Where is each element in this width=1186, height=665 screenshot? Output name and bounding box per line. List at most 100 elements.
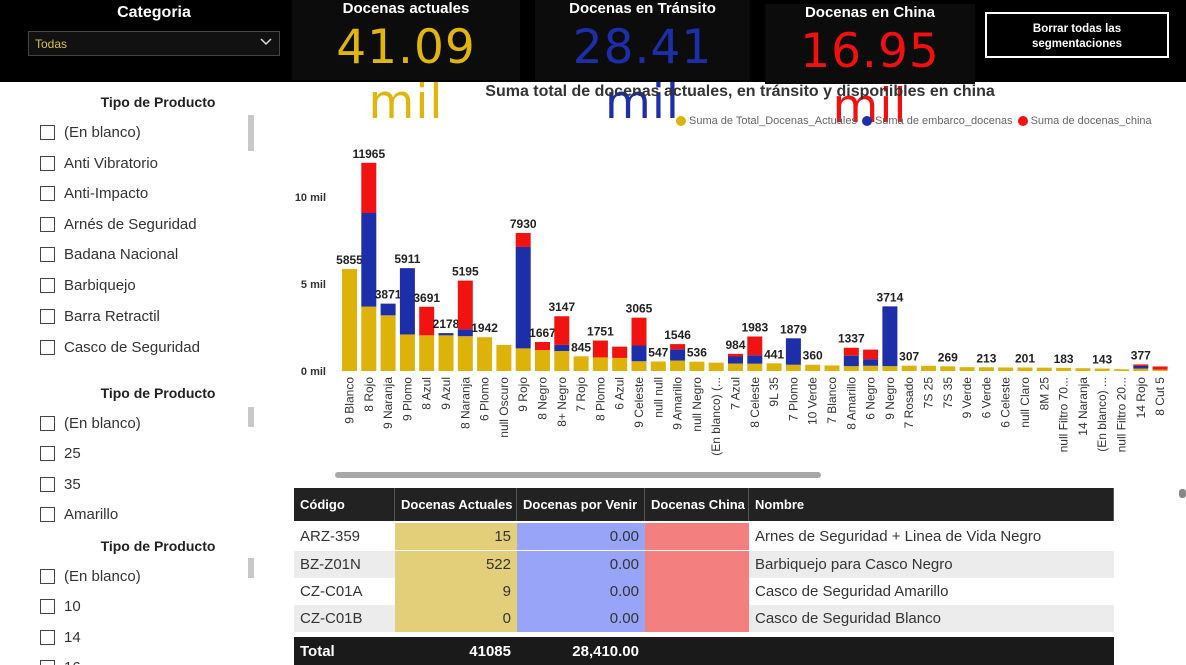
checkbox[interactable]	[40, 415, 55, 431]
column-header[interactable]: Docenas Actuales	[395, 488, 517, 521]
clear-slicers-button[interactable]: Borrar todas las segmentaciones	[985, 12, 1169, 58]
cell-actuales: 9	[395, 578, 517, 605]
slicer-item[interactable]: Badana Nacional	[40, 243, 178, 265]
table-row[interactable]: CZ-C01A 9 0.00 Casco de Seguridad Amarillo	[294, 578, 1114, 605]
checkbox[interactable]	[40, 506, 55, 522]
slicer-item[interactable]: Anti-Impacto	[40, 182, 148, 204]
x-category-label: null null	[651, 377, 665, 418]
bar-data-label: 307	[899, 350, 919, 364]
checkbox[interactable]	[40, 476, 55, 492]
bar-segment	[670, 360, 686, 371]
bar-segment	[689, 361, 705, 371]
cell-actuales: 0	[395, 605, 517, 632]
slicer-item[interactable]: 16	[40, 656, 81, 665]
checkbox[interactable]	[40, 339, 55, 355]
x-category-label: null Filtro 70...	[1057, 377, 1071, 452]
chart-legend: Suma de Total_Docenas_Actuales Suma de e…	[676, 115, 1157, 127]
slicer-scrollbar[interactable]	[248, 407, 254, 427]
x-category-label: 8M 25	[1037, 377, 1051, 411]
x-category-label: 14 Rojo	[1134, 377, 1148, 419]
slicer-item[interactable]: Amarillo	[40, 503, 118, 525]
kpi-title: Docenas en China	[804, 4, 936, 21]
table-total-row[interactable]: Total 41085 28,410.00	[294, 637, 1114, 665]
slicer-item[interactable]: Barbiquejo	[40, 274, 136, 296]
kpi-title: Docenas en Tránsito	[569, 0, 716, 17]
bar-segment	[380, 303, 396, 316]
bar-segment	[380, 315, 396, 371]
checkbox[interactable]	[40, 216, 55, 232]
bar-segment	[631, 317, 647, 346]
slicer-scrollbar[interactable]	[248, 115, 254, 151]
x-category-label: 9L 35	[767, 377, 781, 407]
legend-dot	[676, 116, 686, 126]
bar-data-label: 536	[687, 346, 707, 360]
chart-horizontal-scrollbar[interactable]	[335, 472, 821, 478]
checkbox[interactable]	[40, 246, 55, 262]
bar-segment	[554, 350, 570, 371]
checkbox[interactable]	[40, 124, 55, 140]
bar-data-label: 3147	[548, 300, 575, 314]
slicer-item-label: 10	[64, 597, 81, 615]
checkbox[interactable]	[40, 445, 55, 461]
bar-segment	[419, 306, 435, 336]
checkbox[interactable]	[40, 659, 55, 665]
column-header[interactable]: Docenas por Venir	[517, 488, 645, 521]
table-row[interactable]: CZ-C01B 0 0.00 Casco de Seguridad Blanco	[294, 605, 1114, 632]
bar-segment	[592, 340, 608, 358]
x-category-label: 9 Verde	[960, 377, 974, 419]
bar-segment	[535, 341, 550, 351]
checkbox[interactable]	[40, 598, 55, 614]
x-category-label: 9 Amarillo	[671, 377, 685, 430]
bar-data-label: 1667	[529, 326, 556, 340]
bar-segment	[1017, 367, 1033, 371]
bar-data-label: 1942	[471, 321, 498, 335]
bar-segment	[708, 362, 724, 371]
checkbox[interactable]	[40, 155, 55, 171]
x-category-label: 7 Azul	[729, 377, 743, 410]
slicer-scrollbar[interactable]	[248, 558, 254, 578]
x-category-label: 9 Naranja	[381, 377, 395, 429]
table-scroll-handle[interactable]	[1179, 489, 1186, 498]
slicer-item-label: 14	[64, 628, 81, 646]
checkbox[interactable]	[40, 629, 55, 645]
slicer-item-label: 35	[64, 475, 81, 493]
column-header[interactable]: Código	[294, 488, 395, 521]
column-header[interactable]: Nombre	[749, 488, 1114, 521]
table-row[interactable]: BZ-Z01N 522 0.00 Barbiquejo para Casco Negr…	[294, 551, 1114, 578]
slicer-item[interactable]: (En blanco)	[40, 412, 141, 434]
slicer-item[interactable]: 14	[40, 626, 81, 648]
kpi-card-transito: Docenas en Tránsito 28.41 mil	[535, 0, 750, 130]
slicer-item[interactable]: (En blanco)	[40, 565, 141, 587]
checkbox[interactable]	[40, 277, 55, 293]
category-title: Categoria	[117, 4, 191, 21]
bar-segment	[515, 348, 531, 371]
bar-data-label: 1337	[838, 332, 865, 346]
checkbox[interactable]	[40, 185, 55, 201]
table-row[interactable]: ARZ-359 15 0.00 Arnes de Seguridad + Linea …	[294, 523, 1114, 550]
slicer-item[interactable]: Arnés de Seguridad	[40, 213, 197, 235]
bar-segment	[342, 269, 357, 371]
category-dropdown[interactable]: Todas	[28, 31, 280, 56]
bar-segment	[863, 349, 879, 360]
slicer-item[interactable]: 25	[40, 442, 81, 464]
slicer-item[interactable]: Casco de Seguridad	[40, 336, 200, 358]
x-category-label: 6 Azul	[613, 377, 627, 410]
bar-segment	[863, 359, 879, 366]
slicer-item[interactable]: 35	[40, 473, 81, 495]
cell-actuales: 522	[395, 551, 517, 578]
bar-data-label: 2178	[433, 317, 460, 331]
slicer-item-label: Casco de Seguridad	[64, 338, 200, 356]
slicer-item[interactable]: Barra Retractil	[40, 305, 160, 327]
x-category-label: 8 Amarillo	[844, 377, 858, 430]
x-category-label: 8 Plomo	[593, 377, 607, 421]
checkbox[interactable]	[40, 308, 55, 324]
x-category-label: 8 Cut 5	[1153, 377, 1167, 416]
slicer-item[interactable]: Anti Vibratorio	[40, 152, 158, 174]
bar-segment	[824, 365, 840, 371]
slicer-item[interactable]: 10	[40, 595, 81, 617]
checkbox[interactable]	[40, 568, 55, 584]
column-header[interactable]: Docenas China	[645, 488, 749, 521]
slicer-item[interactable]: (En blanco)	[40, 121, 141, 143]
x-category-label: 8 Naranja	[458, 377, 472, 429]
kpi-value: 16.95 mil	[800, 24, 940, 134]
